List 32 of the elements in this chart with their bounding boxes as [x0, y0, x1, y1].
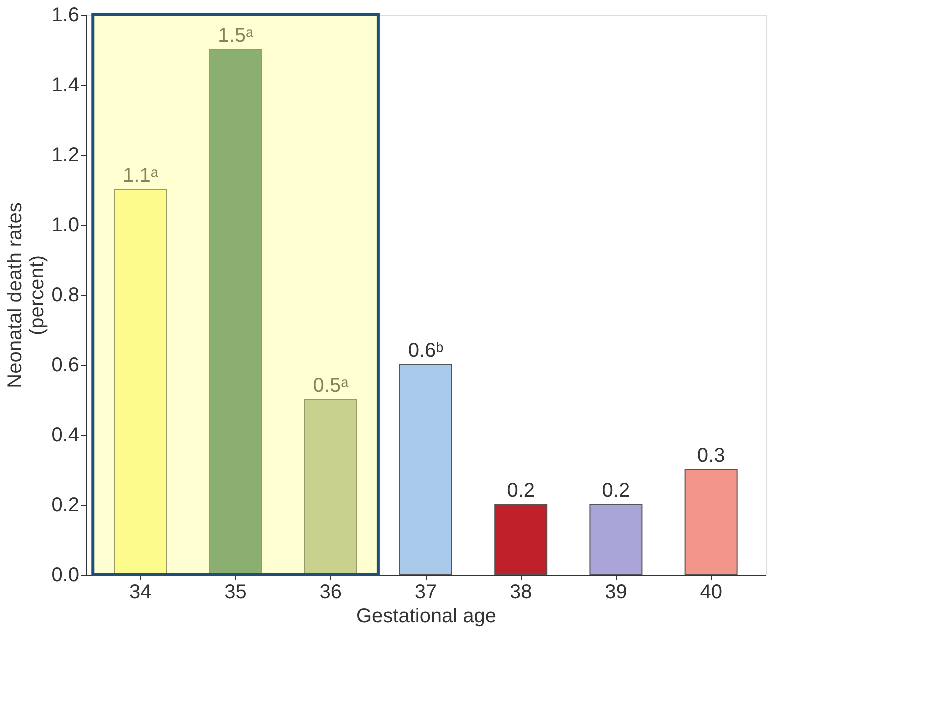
x-tick-label: 37 — [414, 582, 438, 604]
y-tick-label: 1.4 — [52, 74, 80, 96]
bar — [684, 470, 738, 576]
data-label: 1.5ᵃ — [218, 25, 254, 47]
data-label: 0.5ᵃ — [313, 375, 350, 397]
y-tick-label: 0.6 — [52, 354, 80, 376]
data-label: 0.2 — [507, 480, 536, 502]
y-tick-label: 0.2 — [52, 494, 80, 516]
x-tick-label: 36 — [320, 582, 342, 604]
x-tick-label: 38 — [510, 582, 532, 604]
x-tick-label: 35 — [224, 582, 247, 604]
y-axis-title: Neonatal death rates (percent) — [4, 202, 49, 388]
y-tick-label: 1.2 — [52, 144, 80, 166]
data-label: 1.1ᵃ — [123, 165, 159, 187]
data-label: 0.2 — [602, 480, 630, 502]
bar — [400, 364, 452, 576]
x-tick-label: 40 — [700, 582, 722, 604]
y-tick-label: 1.0 — [52, 214, 80, 236]
data-label: 0.6ᵇ — [408, 340, 444, 362]
x-tick-label: 34 — [130, 582, 152, 604]
x-tick-label: 39 — [605, 582, 628, 604]
bar — [114, 190, 168, 576]
bar — [304, 400, 358, 576]
y-tick-label: 1.6 — [52, 4, 80, 26]
bar — [590, 504, 643, 576]
bar — [209, 50, 262, 576]
y-tick-label: 0.4 — [52, 424, 80, 446]
y-tick-label: 0.0 — [52, 564, 80, 586]
x-axis-title: Gestational age — [356, 606, 497, 628]
bar — [494, 504, 548, 576]
y-tick-label: 0.8 — [52, 284, 80, 306]
data-label: 0.3 — [697, 445, 726, 467]
